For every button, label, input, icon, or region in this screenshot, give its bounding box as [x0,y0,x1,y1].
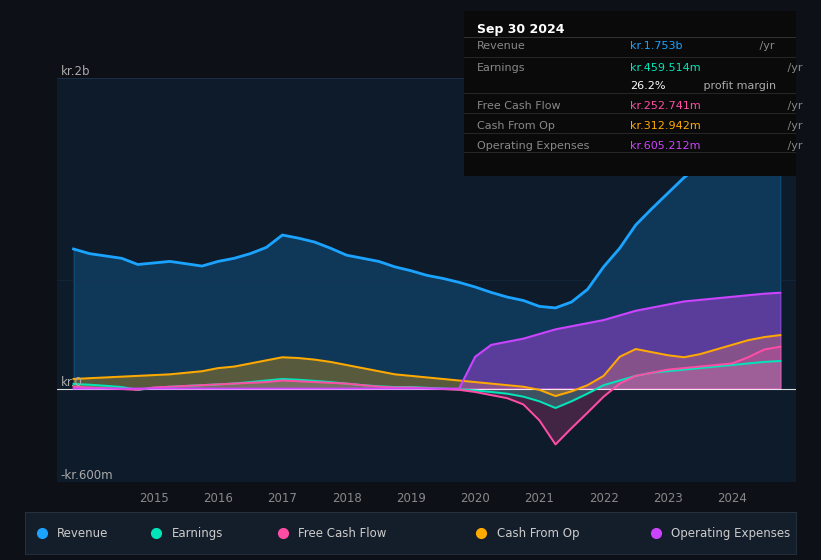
Text: kr.0: kr.0 [61,376,83,389]
Text: -kr.600m: -kr.600m [61,469,113,482]
Text: kr.252.741m: kr.252.741m [631,101,701,111]
Text: Revenue: Revenue [57,527,108,540]
Text: Operating Expenses: Operating Expenses [671,527,790,540]
Text: /yr: /yr [784,101,802,111]
Text: kr.459.514m: kr.459.514m [631,63,701,73]
Text: profit margin: profit margin [700,81,776,91]
Text: Free Cash Flow: Free Cash Flow [298,527,387,540]
Text: kr.312.942m: kr.312.942m [631,121,701,131]
Text: Cash From Op: Cash From Op [497,527,579,540]
Text: Free Cash Flow: Free Cash Flow [477,101,561,111]
Text: Earnings: Earnings [477,63,525,73]
Text: 26.2%: 26.2% [631,81,666,91]
Text: /yr: /yr [784,63,802,73]
Text: /yr: /yr [756,41,774,51]
Text: kr.605.212m: kr.605.212m [631,141,700,151]
Text: /yr: /yr [784,141,802,151]
Text: kr.2b: kr.2b [61,66,90,78]
Text: Sep 30 2024: Sep 30 2024 [477,23,565,36]
Text: Earnings: Earnings [172,527,223,540]
Text: Operating Expenses: Operating Expenses [477,141,589,151]
Text: Cash From Op: Cash From Op [477,121,555,131]
Text: Revenue: Revenue [477,41,526,51]
Text: kr.1.753b: kr.1.753b [631,41,682,51]
Text: /yr: /yr [784,121,802,131]
